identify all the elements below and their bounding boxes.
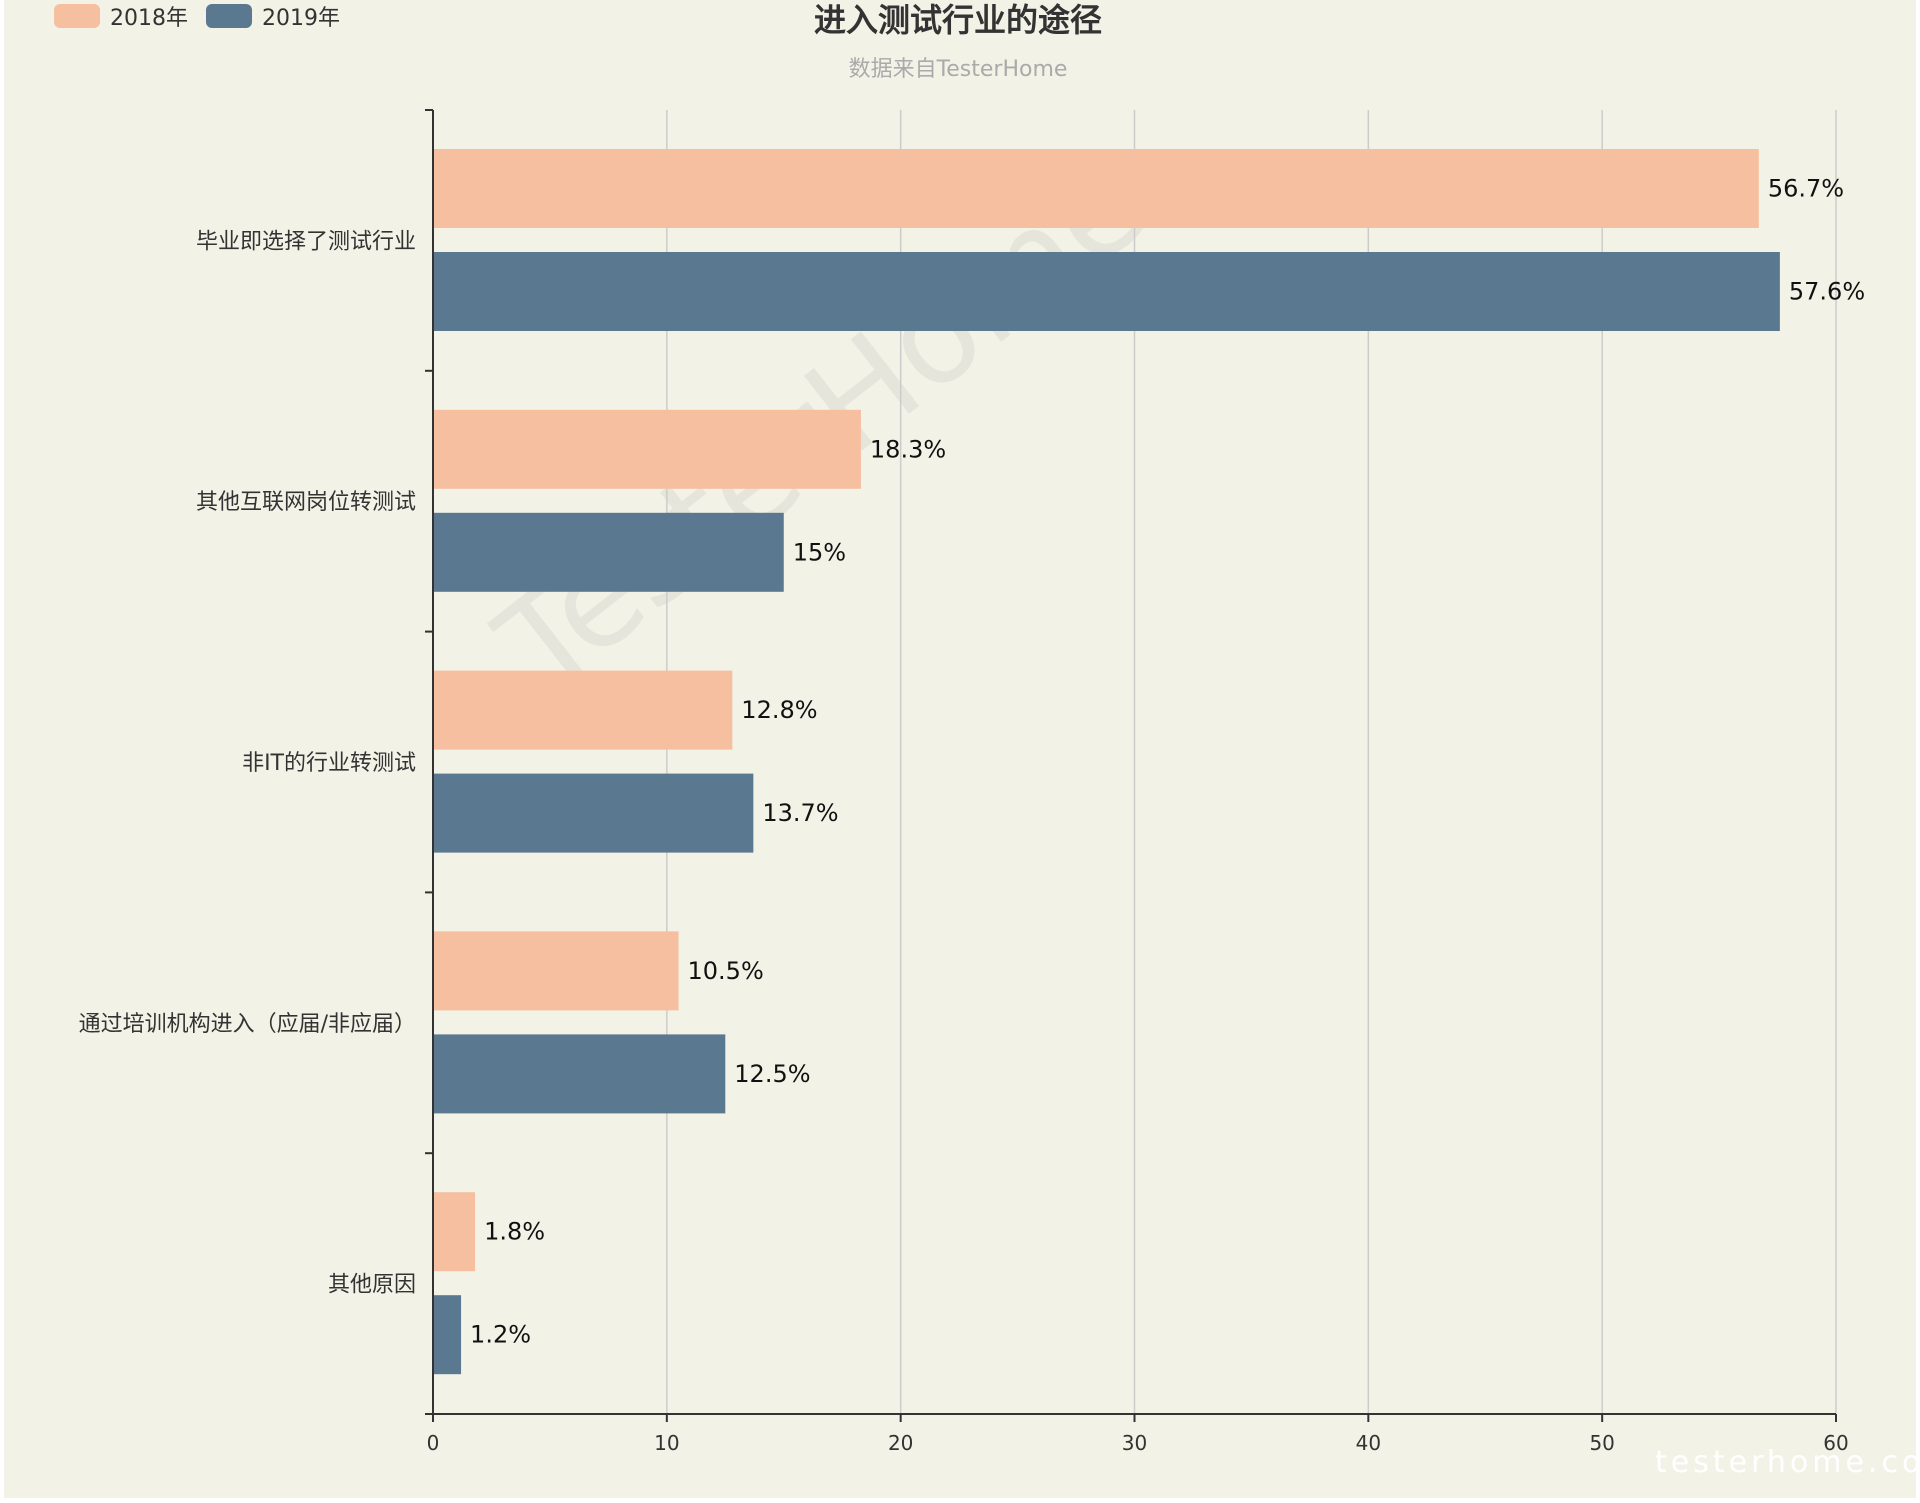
data-label-1-4: 1.2% [470, 1321, 531, 1349]
legend-swatch-2018[interactable] [54, 4, 100, 28]
x-tick-label-60: 60 [1823, 1431, 1848, 1455]
bar-1-4 [433, 1295, 462, 1375]
category-label-2: 非IT的行业转测试 [242, 751, 416, 776]
data-label-1-0: 57.6% [1789, 278, 1865, 306]
data-label-1-2: 13.7% [762, 799, 838, 827]
legend-swatch-2019[interactable] [206, 4, 252, 28]
chart-title: 进入测试行业的途径 [814, 1, 1102, 39]
data-label-0-3: 10.5% [688, 957, 764, 985]
plot-background [4, 0, 1916, 1498]
category-label-4: 其他原因 [328, 1273, 416, 1298]
x-tick-label-30: 30 [1122, 1431, 1147, 1455]
legend-label-2018: 2018年 [110, 6, 188, 31]
axis-layer: 0 10 20 30 40 50 60 毕业即选择了测试行业其他互联网岗位转测试非IT的行业转… [79, 109, 1849, 1455]
bar-1-2 [433, 773, 754, 853]
data-label-0-4: 1.8% [484, 1218, 545, 1246]
bar-1-1 [433, 512, 784, 592]
legend-label-2019: 2019年 [262, 6, 340, 31]
x-tick-label-50: 50 [1589, 1431, 1614, 1455]
chart-subtitle: 数据来自TesterHome [849, 57, 1068, 82]
bar-0-3 [433, 931, 679, 1011]
x-tick-label-10: 10 [654, 1431, 679, 1455]
bar-0-2 [433, 670, 733, 750]
x-tick-label-0: 0 [427, 1431, 440, 1455]
bar-0-1 [433, 409, 861, 489]
bar-1-3 [433, 1034, 726, 1114]
data-label-0-2: 12.8% [741, 696, 817, 724]
bar-0-4 [433, 1192, 476, 1272]
category-label-3: 通过培训机构进入（应届/非应届） [79, 1012, 416, 1037]
bar-1-0 [433, 252, 1780, 331]
category-label-0: 毕业即选择了测试行业 [196, 229, 416, 254]
brand-mark: testerhome.com [1655, 1445, 1920, 1480]
category-label-1: 其他互联网岗位转测试 [196, 490, 416, 515]
bar-0-0 [433, 149, 1759, 228]
x-tick-label-20: 20 [888, 1431, 913, 1455]
data-label-0-0: 56.7% [1768, 175, 1844, 203]
data-label-0-1: 18.3% [870, 435, 946, 463]
x-tick-label-40: 40 [1356, 1431, 1381, 1455]
legend: 2018年 2019年 [54, 4, 340, 31]
bars-layer: 56.7% 57.6% 18.3% 15% 12.8% 13.7% 10.5% 12.5% 1.… [433, 149, 1865, 1375]
brand-text: testerhome.com [1655, 1445, 1920, 1480]
data-label-1-3: 12.5% [734, 1060, 810, 1088]
data-label-1-1: 15% [793, 538, 846, 566]
